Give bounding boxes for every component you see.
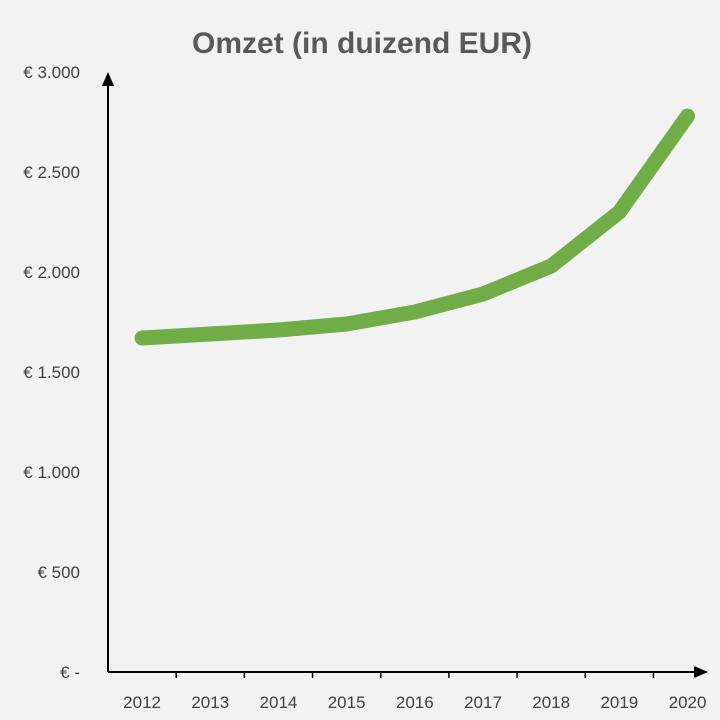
x-axis-ticks: 2012 2013 2014 2015 2016 2017 2018 2019 2020 xyxy=(123,693,706,712)
x-tick-label: 2012 xyxy=(123,693,161,712)
y-tick-label: € 1.500 xyxy=(23,363,80,382)
data-point xyxy=(141,337,144,339)
y-tick-label: € 3.000 xyxy=(23,63,80,82)
x-tick-label: 2016 xyxy=(396,693,434,712)
x-tick-label: 2019 xyxy=(600,693,638,712)
data-point xyxy=(686,115,689,117)
x-tick-label: 2018 xyxy=(532,693,570,712)
series-line xyxy=(134,108,695,346)
data-point xyxy=(550,265,553,267)
series-group xyxy=(134,108,695,346)
x-axis-arrow xyxy=(694,666,708,678)
data-point xyxy=(482,293,484,295)
chart-title: Omzet (in duizend EUR) xyxy=(192,27,532,60)
data-point xyxy=(277,329,280,331)
y-tick-label: € 2.000 xyxy=(23,263,80,282)
data-point xyxy=(209,333,212,335)
data-point xyxy=(413,311,416,313)
y-tick-label: € 500 xyxy=(37,563,80,582)
x-tick-label: 2020 xyxy=(669,693,707,712)
data-point xyxy=(618,211,621,213)
y-tick-label: € 1.000 xyxy=(23,463,80,482)
y-tick-label: € - xyxy=(60,663,80,682)
y-axis-ticks: € - € 500 € 1.000 € 1.500 € 2.000 € 2.500 € 3.… xyxy=(23,63,80,682)
y-axis-arrow xyxy=(102,72,114,86)
data-point xyxy=(345,323,348,325)
x-tick-label: 2013 xyxy=(191,693,229,712)
x-tick-label: 2017 xyxy=(464,693,502,712)
axes xyxy=(102,72,708,678)
x-tick-label: 2015 xyxy=(328,693,366,712)
x-tick-label: 2014 xyxy=(260,693,298,712)
y-tick-label: € 2.500 xyxy=(23,163,80,182)
